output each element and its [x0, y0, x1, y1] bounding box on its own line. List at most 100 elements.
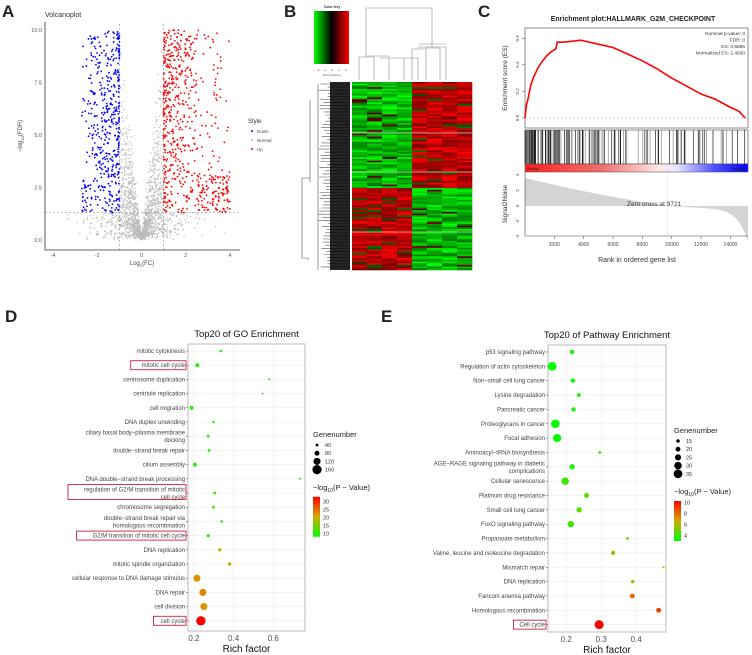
volcano-point-up: [188, 39, 191, 42]
volcano-point-normal: [125, 215, 127, 217]
volcano-point-down: [89, 74, 92, 77]
volcano-point-normal: [89, 232, 91, 234]
volcano-point-up: [184, 74, 187, 77]
volcano-point-normal: [155, 206, 157, 209]
heatmap-cell: [412, 252, 428, 255]
volcano-point-up: [197, 181, 200, 183]
heatmap-cell: [397, 136, 413, 139]
volcano-point-down: [115, 57, 118, 59]
heatmap-cell: [352, 128, 368, 131]
volcano-point-up: [173, 82, 176, 84]
volcano-point-normal: [131, 226, 133, 229]
heatmap-cell: [412, 227, 428, 230]
heatmap-cell: [457, 227, 473, 230]
volcano-point-normal: [151, 205, 153, 208]
volcano-point-normal: [145, 219, 148, 221]
volcano-point-normal: [152, 225, 154, 227]
color-legend-label: 8: [684, 512, 687, 518]
volcano-point-up: [181, 177, 184, 180]
volcano-point-up: [169, 86, 171, 89]
heatmap-cell: [352, 150, 368, 153]
volcano-point-up: [190, 72, 193, 75]
volcano-point-up: [165, 115, 168, 118]
volcano-point-up: [162, 78, 165, 80]
volcano-point-normal: [157, 232, 160, 234]
volcano-point-normal: [159, 98, 162, 100]
volcano-point-normal: [147, 171, 150, 173]
color-legend-title: −log10(P − Value): [313, 483, 370, 494]
volcano-point-up: [178, 128, 181, 131]
volcano-point-normal: [161, 217, 163, 220]
volcano-point-up: [168, 150, 171, 153]
heatmap-cell: [397, 134, 413, 137]
volcano-point-normal: [120, 53, 122, 55]
heatmap-cell: [382, 141, 398, 144]
volcano-point-normal: [124, 190, 127, 192]
volcano-point-normal: [131, 166, 133, 169]
heatmap-cell: [427, 266, 443, 269]
volcano-point-normal: [124, 233, 127, 235]
volcano-point-normal: [148, 217, 151, 219]
volcano-point-down: [97, 61, 100, 64]
volcano-point-normal: [123, 214, 125, 216]
color-legend-label: 20: [323, 516, 329, 522]
volcano-point-normal: [123, 212, 126, 214]
heatmap-cell: [397, 266, 413, 269]
volcano-point-up: [183, 149, 186, 152]
volcano-point-normal: [185, 221, 187, 223]
heatmap-cell: [427, 234, 443, 237]
volcano-point-normal: [121, 231, 123, 234]
volcano-point-up: [165, 159, 168, 162]
volcano-point-down: [107, 204, 110, 207]
volcano-point-up: [204, 37, 207, 40]
volcano-point-normal: [147, 197, 149, 199]
volcano-point-normal: [156, 188, 158, 190]
heatmap-cell: [412, 179, 428, 182]
volcano-point-down: [117, 148, 119, 151]
volcano-point-down: [100, 70, 103, 73]
heatmap-cell: [397, 218, 413, 221]
heatmap-cell: [457, 240, 473, 243]
volcano-point-up: [193, 104, 196, 107]
volcano-point-down: [86, 205, 88, 208]
volcano-point-up: [212, 197, 215, 200]
volcano-point-up: [167, 50, 169, 52]
volcano-point-normal: [162, 49, 164, 52]
volcano-point-normal: [155, 182, 157, 184]
heatmap-cell: [352, 259, 368, 262]
volcano-point-normal: [117, 217, 119, 219]
volcano-point-up: [168, 49, 171, 51]
heatmap-cell: [352, 225, 368, 228]
volcano-point-down: [109, 184, 111, 187]
volcano-point-down: [81, 192, 84, 195]
legend-label-down: Down: [257, 129, 269, 134]
volcano-point-normal: [138, 236, 140, 238]
y-tick-label: 0.2: [515, 88, 520, 95]
volcano-point-normal: [128, 201, 131, 204]
heatmap-cell: [412, 210, 428, 213]
heatmap-cell: [367, 266, 383, 269]
heatmap-cell: [457, 129, 473, 132]
volcano-point-normal: [121, 203, 124, 206]
volcano-point-normal: [135, 207, 138, 210]
volcano-point-normal: [142, 228, 144, 230]
volcano-point-down: [115, 108, 118, 111]
heatmap-cell: [367, 240, 383, 243]
heatmap-cell: [367, 162, 383, 165]
heatmap-cell: [382, 133, 398, 136]
volcano-point-normal: [149, 202, 151, 204]
volcano-point-down: [118, 53, 121, 56]
volcano-point-down: [103, 98, 106, 101]
volcano-point-normal: [152, 132, 155, 135]
volcano-point-up: [201, 154, 204, 157]
volcano-point-normal: [144, 233, 146, 235]
volcano-x-label: Log2(FC): [130, 261, 154, 268]
volcano-point-up: [221, 188, 224, 191]
heatmap-cell: [382, 112, 398, 115]
volcano-point-up: [162, 134, 165, 137]
volcano-point-up: [179, 170, 182, 173]
category-label: G2/M transition of mitotic cell cycle: [93, 534, 186, 540]
volcano-point-normal: [132, 229, 134, 231]
heatmap-cell: [457, 184, 473, 187]
